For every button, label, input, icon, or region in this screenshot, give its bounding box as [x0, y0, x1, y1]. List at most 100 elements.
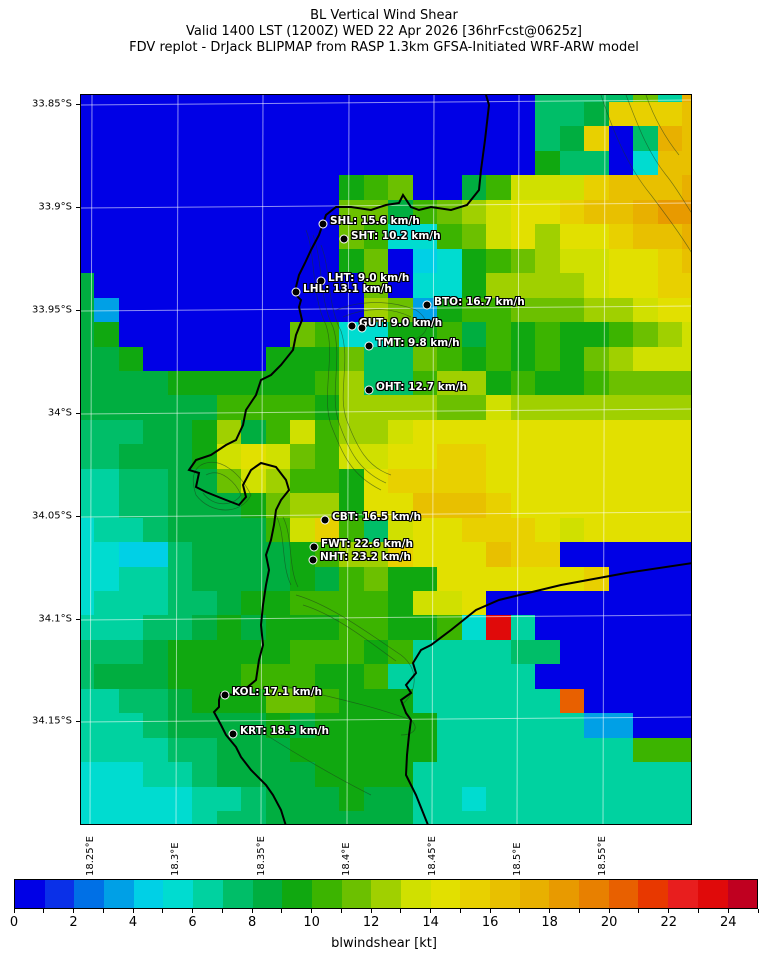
y-tick-label: 33.85°S	[32, 98, 72, 110]
heatmap-cell	[633, 493, 659, 519]
heatmap-cell	[94, 762, 120, 788]
heatmap-cell	[633, 542, 659, 568]
heatmap-cell	[510, 224, 536, 250]
heatmap-cell	[314, 126, 340, 152]
heatmap-cell	[314, 639, 340, 665]
heatmap-cell	[486, 175, 512, 201]
station-label: NHT: 23.2 km/h	[320, 551, 411, 563]
heatmap-cell	[265, 273, 291, 299]
heatmap-cell	[265, 297, 291, 323]
y-tick-mark	[76, 619, 80, 620]
heatmap-cell	[682, 444, 691, 470]
heatmap-cell	[265, 248, 291, 274]
heatmap-cell	[682, 615, 691, 641]
heatmap-cell	[437, 395, 463, 421]
colorbar-segment	[104, 880, 134, 908]
heatmap-cell	[559, 737, 585, 763]
heatmap-cell	[363, 175, 389, 201]
heatmap-cell	[486, 811, 512, 824]
heatmap-cell	[388, 786, 414, 812]
heatmap-cell	[559, 591, 585, 617]
colorbar-tick-label: 20	[600, 915, 618, 930]
heatmap-cell	[486, 517, 512, 543]
heatmap-cell	[388, 395, 414, 421]
heatmap-cell	[608, 639, 634, 665]
heatmap-cell	[241, 737, 267, 763]
heatmap-cell	[290, 639, 316, 665]
heatmap-cell	[633, 737, 659, 763]
heatmap-cell	[486, 762, 512, 788]
heatmap-cell	[510, 346, 536, 372]
heatmap-cell	[94, 322, 120, 348]
heatmap-cell	[314, 688, 340, 714]
heatmap-cell	[657, 786, 683, 812]
heatmap-cell	[608, 493, 634, 519]
heatmap-cell	[363, 126, 389, 152]
heatmap-cell	[290, 95, 316, 103]
heatmap-cell	[241, 150, 267, 176]
station-label: KRT: 18.3 km/h	[240, 725, 329, 737]
heatmap-cell	[633, 468, 659, 494]
heatmap-cell	[339, 493, 365, 519]
heatmap-cell	[584, 762, 610, 788]
heatmap-cell	[633, 444, 659, 470]
heatmap-cell	[486, 786, 512, 812]
heatmap-cell	[633, 248, 659, 274]
heatmap-cell	[94, 346, 120, 372]
heatmap-cell	[81, 762, 95, 788]
heatmap-cell	[535, 346, 561, 372]
heatmap-cell	[682, 224, 691, 250]
station-dot-icon	[308, 555, 318, 565]
colorbar-tick	[430, 909, 432, 913]
colorbar-tick	[311, 909, 313, 913]
heatmap-cell	[363, 811, 389, 824]
heatmap-cell	[314, 713, 340, 739]
heatmap-cell	[363, 615, 389, 641]
heatmap-cell	[81, 713, 95, 739]
colorbar-segment	[193, 880, 223, 908]
heatmap-cell	[486, 273, 512, 299]
heatmap-cell	[535, 95, 561, 103]
station-label: CBT: 16.5 km/h	[332, 511, 421, 523]
heatmap-cell	[535, 224, 561, 250]
heatmap-cell	[167, 444, 193, 470]
heatmap-cell	[265, 762, 291, 788]
heatmap-cell	[657, 370, 683, 396]
heatmap-cell	[363, 102, 389, 128]
heatmap-cell	[290, 346, 316, 372]
heatmap-cell	[461, 786, 487, 812]
chart-title-block: BL Vertical Wind Shear Valid 1400 LST (1…	[0, 8, 768, 56]
colorbar-tick-label: 4	[128, 915, 138, 930]
heatmap-cell	[486, 346, 512, 372]
colorbar-tick	[192, 909, 194, 913]
heatmap-cell	[584, 737, 610, 763]
heatmap-cell	[437, 688, 463, 714]
heatmap-cell	[265, 737, 291, 763]
heatmap-cell	[608, 126, 634, 152]
heatmap-cell	[584, 444, 610, 470]
y-tick-mark	[76, 413, 80, 414]
heatmap-cell	[608, 811, 634, 824]
heatmap-cell	[167, 126, 193, 152]
x-tick-label: 18.25°E	[85, 836, 96, 876]
colorbar-segment	[697, 880, 728, 908]
heatmap-cell	[437, 322, 463, 348]
heatmap-cell	[290, 370, 316, 396]
heatmap-cell	[216, 248, 242, 274]
heatmap-cell	[486, 395, 512, 421]
heatmap-cell	[81, 688, 95, 714]
heatmap-cell	[94, 468, 120, 494]
heatmap-cell	[339, 811, 365, 824]
heatmap-cell	[657, 762, 683, 788]
heatmap-cell	[584, 542, 610, 568]
heatmap-cell	[290, 468, 316, 494]
heatmap-cell	[657, 688, 683, 714]
heatmap-cell	[192, 224, 218, 250]
colorbar-segment	[608, 880, 639, 908]
heatmap-cell	[192, 591, 218, 617]
heatmap-cell	[167, 346, 193, 372]
heatmap-cell	[682, 688, 691, 714]
heatmap-cell	[192, 126, 218, 152]
chart-valid-time: Valid 1400 LST (1200Z) WED 22 Apr 2026 […	[186, 24, 582, 39]
heatmap-cell	[510, 737, 536, 763]
